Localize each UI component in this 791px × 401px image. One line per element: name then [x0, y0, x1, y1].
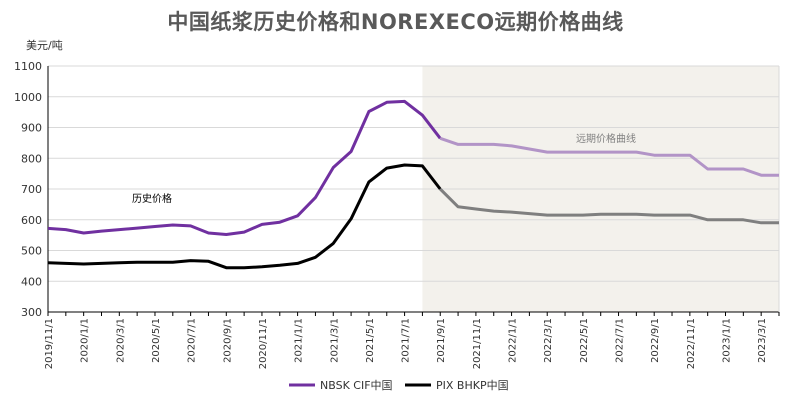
- y-tick-label: 700: [21, 183, 42, 196]
- x-tick-label: 2022/9/1: [650, 318, 661, 363]
- y-tick-label: 800: [21, 152, 42, 165]
- x-tick-label: 2020/7/1: [187, 318, 198, 363]
- x-tick-label: 2021/11/1: [472, 318, 483, 369]
- y-tick-label: 900: [21, 122, 42, 135]
- x-tick-label: 2023/1/1: [722, 318, 733, 363]
- x-tick-label: 2023/3/1: [757, 318, 768, 363]
- x-tick-label: 2022/7/1: [615, 318, 626, 363]
- chart-title: 中国纸浆历史价格和NOREXECO远期价格曲线: [167, 10, 624, 34]
- x-tick-label: 2020/11/1: [258, 318, 269, 369]
- y-tick-label: 400: [21, 275, 42, 288]
- y-tick-label: 600: [21, 214, 42, 227]
- legend-label-2: PIX BHKP中国: [436, 379, 509, 392]
- annotation-history: 历史价格: [132, 192, 172, 205]
- series-2-history-line: [47, 163, 442, 270]
- series-1-history-line: [47, 99, 442, 236]
- y-tick-label: 300: [21, 306, 42, 319]
- x-tick-label: 2020/1/1: [80, 318, 91, 363]
- x-tick-label: 2022/5/1: [579, 318, 590, 363]
- x-tick-label: 2020/3/1: [115, 318, 126, 363]
- x-tick-label: 2021/5/1: [365, 318, 376, 363]
- y-tick-label: 1100: [14, 60, 42, 73]
- x-tick-label: 2021/9/1: [436, 318, 447, 363]
- series-1-forecast-line: [439, 136, 779, 177]
- x-tick-label: 2020/5/1: [151, 318, 162, 363]
- x-tick-label: 2021/3/1: [329, 318, 340, 363]
- x-tick-label: 2020/9/1: [222, 318, 233, 363]
- legend-label-1: NBSK CIF中国: [320, 379, 393, 392]
- x-tick-label: 2019/11/1: [44, 318, 55, 369]
- y-axis-unit-label: 美元/吨: [26, 39, 63, 52]
- annotation-forecast: 远期价格曲线: [576, 132, 636, 145]
- series-2-forecast-line: [439, 187, 779, 225]
- x-tick-label: 2022/11/1: [686, 318, 697, 369]
- x-tick-label: 2021/7/1: [401, 318, 412, 363]
- y-tick-label: 1000: [14, 91, 42, 104]
- y-tick-label: 500: [21, 245, 42, 258]
- x-tick-label: 2022/1/1: [508, 318, 519, 363]
- x-tick-label: 2022/3/1: [543, 318, 554, 363]
- x-tick-label: 2021/1/1: [294, 318, 305, 363]
